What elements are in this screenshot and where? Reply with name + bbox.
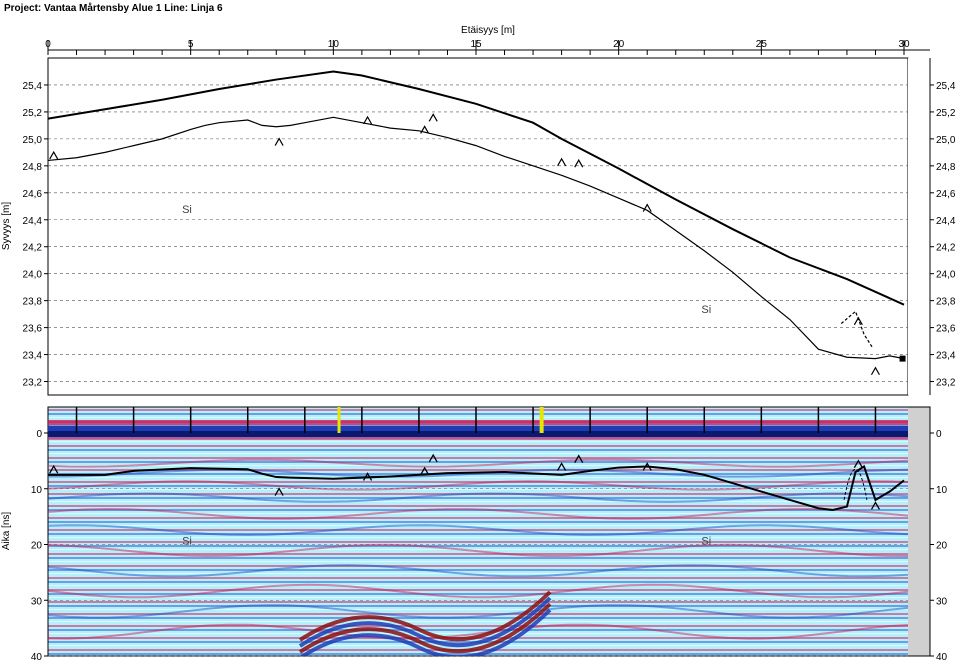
y-tick-label: 24,8: [23, 162, 43, 173]
caret-marker: [363, 472, 373, 481]
profile-plot-frame: [47, 57, 909, 396]
time-tick-label: 0: [36, 429, 42, 440]
y-tick-label-right: 25,2: [936, 108, 956, 119]
interface-line: [48, 464, 905, 511]
deep-reflection: [298, 602, 552, 654]
layer-label: Si: [182, 536, 192, 548]
time-axis-label: Aika [ns]: [1, 512, 12, 551]
hyperbola-outline: [843, 468, 868, 500]
x-tick-label: 30: [898, 39, 910, 50]
time-tick-label: 20: [31, 541, 43, 552]
surface-band-pink-2: [48, 437, 908, 440]
y-tick-label-right: 25,4: [936, 81, 956, 92]
caret-marker: [428, 113, 438, 122]
y-tick-label: 24,6: [23, 189, 43, 200]
time-tick-label-right: 20: [936, 541, 948, 552]
caret-marker: [870, 501, 881, 510]
caret-marker: [642, 203, 652, 212]
reflection-band: [48, 604, 908, 619]
y-tick-label-right: 24,2: [936, 243, 956, 254]
x-axis-label: Etäisyys [m]: [461, 25, 515, 36]
radargram-right-margin: [908, 407, 930, 656]
y-tick-label: 24,0: [23, 270, 43, 281]
reflection-band: [48, 524, 908, 537]
time-tick-label-right: 30: [936, 596, 948, 607]
caret-marker: [363, 115, 373, 125]
project-title: Project: Vantaa Mårtensby Alue 1 Line: L…: [4, 3, 223, 14]
deep-reflection: [298, 596, 552, 648]
time-tick-label: 40: [31, 652, 43, 663]
time-tick-label: 10: [31, 485, 43, 496]
profile-series-line: [48, 70, 905, 306]
caret-marker: [557, 462, 567, 471]
caret-marker: [428, 453, 438, 463]
caret-marker: [642, 462, 652, 471]
x-tick-label: 15: [470, 39, 482, 50]
y-tick-label-right: 23,4: [936, 351, 956, 362]
time-tick-label: 30: [31, 596, 43, 607]
y-tick-label: 23,6: [23, 324, 43, 335]
reflection-band: [48, 623, 908, 640]
reflection-band: [48, 480, 908, 491]
y-tick-label: 23,2: [23, 378, 43, 389]
radargram-background: [48, 407, 908, 656]
caret-marker: [420, 466, 430, 476]
time-tick-label-right: 40: [936, 652, 948, 663]
caret-marker: [870, 366, 880, 376]
reflection-band: [48, 492, 908, 503]
y-tick-label: 24,2: [23, 243, 43, 254]
caret-marker: [49, 150, 59, 160]
profile-dotted-segment: [840, 310, 874, 349]
y-tick-label-right: 24,6: [936, 189, 956, 200]
y-tick-label-right: 23,2: [936, 378, 956, 389]
reflection-band: [48, 507, 908, 520]
y-tick-label-right: 23,8: [936, 297, 956, 308]
caret-marker: [557, 157, 567, 167]
reflection-band: [48, 564, 908, 578]
x-tick-label: 20: [613, 39, 625, 50]
reflection-band: [48, 468, 908, 478]
surface-band-pink: [48, 420, 908, 425]
time-tick-label-right: 10: [936, 485, 948, 496]
surface-band-dark: [48, 431, 908, 437]
y-tick-label-right: 23,6: [936, 324, 956, 335]
time-tick-label-right: 0: [936, 429, 942, 440]
y-tick-label-right: 24,8: [936, 162, 956, 173]
y-tick-label-right: 24,4: [936, 216, 956, 227]
y-tick-label: 25,2: [23, 108, 43, 119]
caret-marker: [574, 158, 584, 168]
layer-label: Si: [701, 536, 711, 548]
x-tick-label: 5: [188, 39, 194, 50]
caret-marker: [574, 454, 584, 463]
y-tick-label: 23,4: [23, 351, 43, 362]
caret-marker: [853, 459, 863, 468]
profile-end-marker: [899, 355, 906, 362]
y-axis-label: Syvyys [m]: [1, 202, 12, 251]
y-tick-label: 24,4: [23, 216, 43, 227]
caret-marker: [274, 487, 284, 496]
y-tick-label: 25,4: [23, 81, 43, 92]
profile-series-line: [48, 116, 905, 360]
layer-label: Si: [182, 204, 192, 216]
profile-right-margin: [908, 58, 930, 395]
y-tick-label: 23,8: [23, 297, 43, 308]
y-tick-label: 25,0: [23, 135, 43, 146]
reflection-band: [48, 543, 908, 558]
caret-marker: [49, 464, 59, 474]
y-tick-label-right: 25,0: [936, 135, 956, 146]
caret-marker: [274, 137, 284, 146]
deep-reflection: [298, 590, 552, 642]
y-tick-label-right: 24,0: [936, 270, 956, 281]
x-tick-label: 25: [756, 39, 768, 50]
layer-label: Si: [701, 304, 711, 316]
x-tick-label: 0: [45, 39, 51, 50]
deep-reflection: [299, 608, 552, 656]
caret-marker: [420, 125, 430, 134]
reflection-band: [48, 583, 908, 599]
surface-band-blue: [48, 426, 908, 431]
reflection-band: [48, 458, 908, 468]
x-tick-label: 10: [328, 39, 340, 50]
